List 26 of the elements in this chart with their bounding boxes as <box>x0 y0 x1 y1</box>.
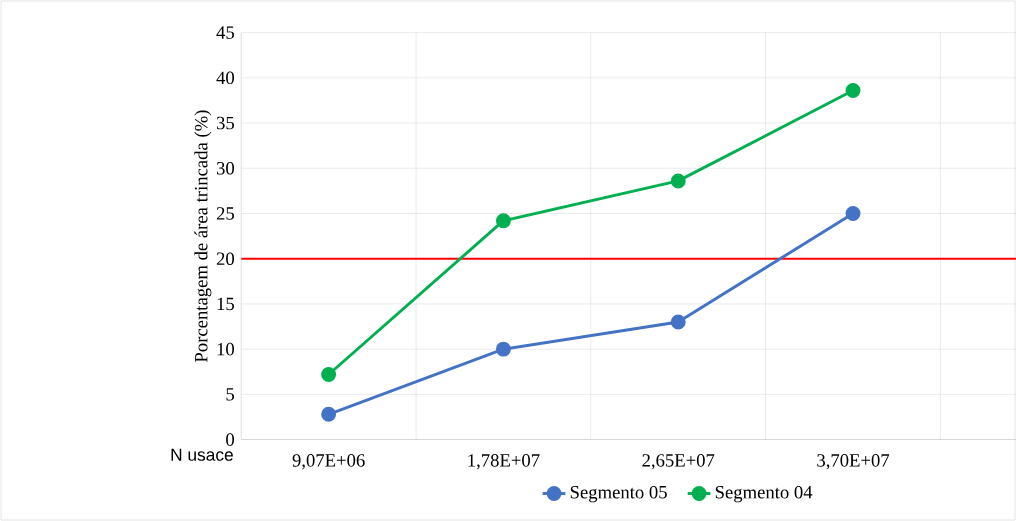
point <box>321 367 337 382</box>
y-tick-label: 5 <box>226 388 235 401</box>
y-tick-label: 30 <box>216 161 235 175</box>
point <box>495 213 511 229</box>
point <box>670 314 686 330</box>
y-tick-label: 35 <box>216 116 235 130</box>
y-tick-label: 25 <box>216 207 235 220</box>
point <box>845 206 861 221</box>
y-tick-label: 0 <box>226 433 235 446</box>
y-tick-label: 15 <box>217 297 235 311</box>
y-tick-label: 10 <box>217 342 235 356</box>
y-tick-label: 45 <box>216 26 235 39</box>
x-tick-label: 9,07E+06 <box>292 454 365 470</box>
y-axis-title: Porcentagem de área trincada (%) <box>194 110 212 362</box>
x-axis-title: N usace <box>171 448 233 461</box>
legend-label: Segmento 04 <box>715 485 813 503</box>
point <box>670 173 686 189</box>
x-tick-label: 3,70E+07 <box>817 454 890 470</box>
x-tick-label: 2,65E+07 <box>642 454 715 470</box>
x-tick-label: 1,78E+07 <box>468 454 540 470</box>
y-tick-label: 40 <box>216 71 235 85</box>
point <box>495 341 511 357</box>
point <box>845 83 861 98</box>
y-tick-label: 20 <box>216 252 235 266</box>
point <box>321 406 337 422</box>
legend-label: Segmento 05 <box>570 485 667 503</box>
